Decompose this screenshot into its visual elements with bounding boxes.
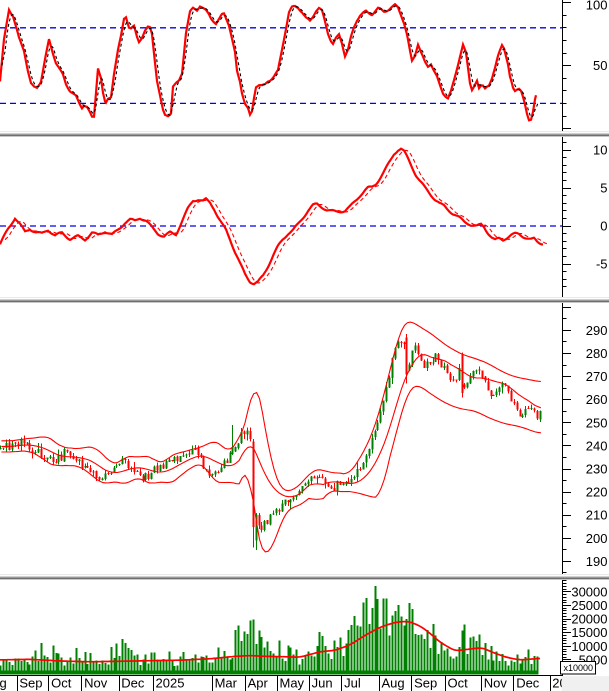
svg-text:Jun: Jun — [312, 676, 333, 691]
svg-text:Dec: Dec — [516, 676, 540, 691]
svg-text:Jul: Jul — [344, 676, 361, 691]
svg-text:May: May — [280, 676, 305, 691]
svg-text:Dec: Dec — [121, 676, 145, 691]
svg-text:50: 50 — [593, 58, 607, 73]
svg-text:30000: 30000 — [571, 584, 607, 599]
svg-text:-5: -5 — [596, 257, 608, 272]
svg-text:10000: 10000 — [571, 639, 607, 654]
svg-text:x10000: x10000 — [564, 663, 594, 673]
svg-text:290: 290 — [586, 323, 608, 338]
svg-text:Mar: Mar — [215, 676, 238, 691]
svg-text:100: 100 — [586, 0, 608, 12]
svg-text:Aug: Aug — [382, 676, 405, 691]
svg-text:Nov: Nov — [484, 676, 508, 691]
svg-text:Apr: Apr — [248, 676, 269, 691]
svg-text:280: 280 — [586, 346, 608, 361]
svg-text:g: g — [0, 676, 7, 691]
svg-text:240: 240 — [586, 438, 608, 453]
svg-text:25000: 25000 — [571, 598, 607, 613]
svg-text:Oct: Oct — [448, 676, 469, 691]
svg-text:210: 210 — [586, 508, 608, 523]
svg-text:Sep: Sep — [19, 676, 42, 691]
svg-text:250: 250 — [586, 415, 608, 430]
svg-text:Sep: Sep — [414, 676, 437, 691]
svg-text:Oct: Oct — [51, 676, 72, 691]
svg-text:10: 10 — [593, 143, 607, 158]
svg-text:0: 0 — [600, 219, 607, 234]
svg-text:230: 230 — [586, 462, 608, 477]
svg-text:5: 5 — [600, 181, 607, 196]
svg-text:260: 260 — [586, 392, 608, 407]
svg-text:200: 200 — [586, 531, 608, 546]
svg-text:190: 190 — [586, 554, 608, 569]
svg-text:220: 220 — [586, 485, 608, 500]
svg-text:20000: 20000 — [571, 612, 607, 627]
svg-text:2025: 2025 — [156, 676, 185, 691]
svg-text:15000: 15000 — [571, 625, 607, 640]
svg-text:270: 270 — [586, 369, 608, 384]
svg-text:Nov: Nov — [84, 676, 108, 691]
